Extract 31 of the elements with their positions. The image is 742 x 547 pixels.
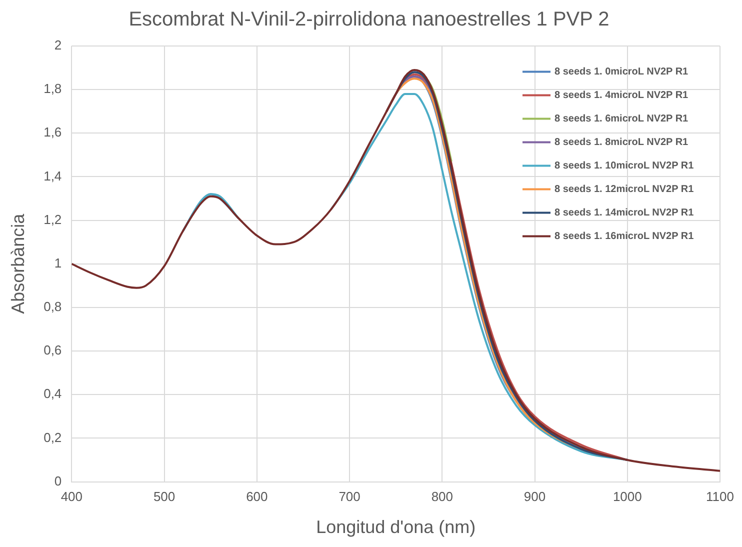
line-series [72,68,720,472]
x-tick-label: 1000 [612,489,642,504]
y-tick-label: 0 [54,473,62,488]
x-tick-label: 800 [431,489,454,504]
legend-label: 8 seeds 1. 8microL NV2P R1 [554,137,689,148]
y-tick-label: 0,8 [44,299,62,314]
x-tick-label: 1100 [706,489,734,504]
y-tick-label: 1,4 [44,168,62,184]
y-tick-label: 1,2 [44,212,62,227]
y-tick-label: 0,4 [44,386,62,402]
y-tick-label: 1 [54,255,62,270]
legend-label: 8 seeds 1. 4microL NV2P R1 [554,90,689,101]
x-axis-title: Longitud d'ona (nm) [316,517,476,538]
y-tick-label: 1,8 [44,81,62,96]
y-tick-label: 0,6 [44,342,62,358]
x-tick-label: 500 [153,489,176,504]
legend-label: 8 seeds 1. 0microL NV2P R1 [554,66,689,78]
legend-label: 8 seeds 1. 14microL NV2P R1 [554,208,694,218]
y-tick-label: 2 [54,38,62,53]
x-tick-label: 900 [524,489,546,504]
y-axis-title: Absorbància [8,212,28,314]
chart-title: Escombrat N-Vinil-2-pirrolidona nanoestrelles 1 PVP 2 [128,8,610,31]
legend-label: 8 seeds 1. 6microL NV2P R1 [554,114,689,124]
legend-label: 8 seeds 1. 16microL NV2P R1 [554,231,694,242]
y-tick-label: 0,2 [44,430,62,445]
x-tick-label: 700 [338,489,360,504]
legend-label: 8 seeds 1. 10microL NV2P R1 [554,160,694,172]
y-tick-label: 1,6 [44,124,62,140]
x-tick-label: 600 [246,489,268,504]
legend-label: 8 seeds 1. 12microL NV2P R1 [554,184,694,195]
x-tick-label: 400 [60,489,83,504]
